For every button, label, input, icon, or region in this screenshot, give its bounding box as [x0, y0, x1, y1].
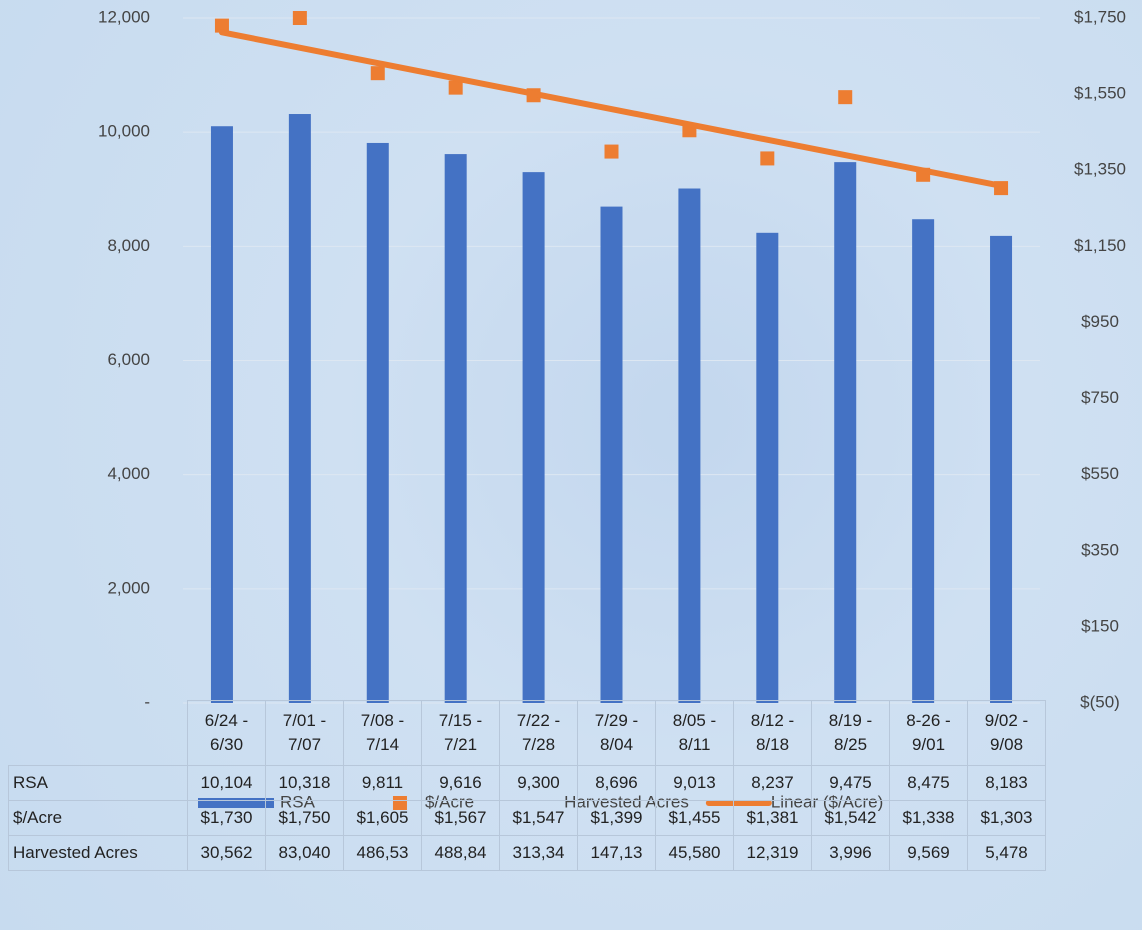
table-cell: 9,013 — [655, 765, 734, 801]
table-cell: 10,318 — [265, 765, 344, 801]
table-cell: 9,811 — [343, 765, 422, 801]
table-cell: 7/15 - 7/21 — [421, 700, 500, 766]
bar — [522, 172, 545, 703]
table-cell: 6/24 - 6/30 — [187, 700, 266, 766]
point — [214, 18, 229, 33]
table-cell: 8-26 - 9/01 — [889, 700, 968, 766]
y-tick-label: 8,000 — [107, 236, 150, 255]
y-tick-label: 12,000 — [98, 7, 150, 26]
bar — [678, 188, 701, 703]
point — [604, 144, 619, 159]
table-cell: 12,319 — [733, 835, 812, 871]
table-cell: 8/19 - 8/25 — [811, 700, 890, 766]
table-cell: $1,338 — [889, 800, 968, 836]
table-cell: 3,996 — [811, 835, 890, 871]
table-cell: 9,300 — [499, 765, 578, 801]
bar — [210, 126, 233, 704]
data-table: 6/24 - 6/30 7/01 - 7/07 7/08 - 7/14 7/15 - … — [8, 700, 1046, 871]
y2-tick-label: $1,350 — [1074, 160, 1126, 179]
y2-tick-label: $150 — [1081, 616, 1119, 635]
table-cell: 9/02 - 9/08 — [967, 700, 1046, 766]
table-cell: $1,605 — [343, 800, 422, 836]
table-cell: 8,475 — [889, 765, 968, 801]
point — [838, 90, 853, 105]
table-cell: 9,616 — [421, 765, 500, 801]
table-cell: Harvested Acres — [8, 835, 188, 871]
table-cell: 10,104 — [187, 765, 266, 801]
point — [448, 80, 463, 95]
table-cell: 8/05 - 8/11 — [655, 700, 734, 766]
bar — [288, 114, 311, 704]
y-tick-label: - — [144, 692, 150, 711]
table-cell: RSA — [8, 765, 188, 801]
table-cell: 7/08 - 7/14 — [343, 700, 422, 766]
y2-tick-label: $350 — [1081, 540, 1119, 559]
y2-tick-label: $950 — [1081, 312, 1119, 331]
table-cell: 147,13 — [577, 835, 656, 871]
table-cell: 488,84 — [421, 835, 500, 871]
table-cell: 30,562 — [187, 835, 266, 871]
bar — [990, 235, 1013, 703]
y2-tick-label: $1,150 — [1074, 236, 1126, 255]
table-row: RSA 10,104 10,318 9,811 9,616 9,300 8,696 9,013… — [8, 765, 1046, 801]
y2-tick-label: $(50) — [1080, 692, 1120, 711]
table-cell: $/Acre — [8, 800, 188, 836]
table-cell: 83,040 — [265, 835, 344, 871]
y2-tick-label: $1,750 — [1074, 7, 1126, 26]
bar — [366, 142, 389, 703]
table-cell: $1,303 — [967, 800, 1046, 836]
table-cell: $1,381 — [733, 800, 812, 836]
table-cell: $1,567 — [421, 800, 500, 836]
y2-tick-label: $1,550 — [1074, 84, 1126, 103]
table-cell: 7/22 - 7/28 — [499, 700, 578, 766]
header-row: 6/24 - 6/30 7/01 - 7/07 7/08 - 7/14 7/15 - … — [9, 700, 1046, 766]
table-cell: $1,455 — [655, 800, 734, 836]
table-cell: $1,399 — [577, 800, 656, 836]
table-cell: 8,183 — [967, 765, 1046, 801]
table-cell: 9,475 — [811, 765, 890, 801]
bar — [756, 232, 779, 704]
bar — [834, 162, 857, 703]
table-cell: 7/01 - 7/07 — [265, 700, 344, 766]
table-cell: 9,569 — [889, 835, 968, 871]
table-cell: 8,237 — [733, 765, 812, 801]
table-cell: 45,580 — [655, 835, 734, 871]
y-tick-label: 2,000 — [107, 578, 150, 597]
table-row: $/Acre $1,730 $1,750 $1,605 $1,567 $1,547 $1,3… — [8, 800, 1046, 836]
table-cell: 8/12 - 8/18 — [733, 700, 812, 766]
trendline — [218, 29, 1005, 189]
point — [292, 11, 307, 25]
bar — [912, 219, 935, 703]
y-tick-label: 4,000 — [107, 464, 150, 483]
bar — [600, 206, 623, 703]
table-cell: $1,547 — [499, 800, 578, 836]
y2-tick-label: $750 — [1081, 388, 1119, 407]
point — [760, 151, 775, 166]
y-tick-label: 10,000 — [98, 122, 150, 141]
table-cell: 7/29 - 8/04 — [577, 700, 656, 766]
table-cell: 5,478 — [967, 835, 1046, 871]
table-cell: $1,542 — [811, 800, 890, 836]
y-tick-label: 6,000 — [107, 350, 150, 369]
table-row: Harvested Acres 30,562 83,040 486,53 488,84 3… — [8, 835, 1046, 871]
bar — [444, 154, 467, 703]
y2-tick-label: $550 — [1081, 464, 1119, 483]
table-cell: $1,730 — [187, 800, 266, 836]
table-cell: 313,34 — [499, 835, 578, 871]
point — [370, 66, 385, 81]
table-cell: 8,696 — [577, 765, 656, 801]
table-cell: 486,53 — [343, 835, 422, 871]
table-cell: $1,750 — [265, 800, 344, 836]
